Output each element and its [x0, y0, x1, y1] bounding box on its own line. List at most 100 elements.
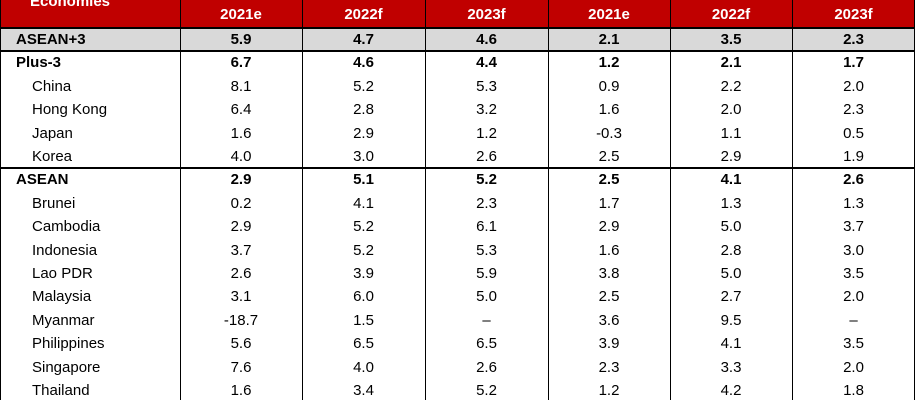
cell: -18.7 — [223, 311, 259, 329]
cell: 4.7 — [353, 31, 374, 48]
cell: 3.1 — [230, 288, 252, 306]
cell: 3.7 — [843, 218, 864, 236]
cell: 5.9 — [476, 265, 497, 282]
cell: 4.1 — [720, 335, 742, 353]
cell: 3.5 — [843, 335, 864, 353]
cell: 2.1 — [598, 31, 620, 48]
cell: 4.1 — [353, 194, 374, 212]
cell: 2.9 — [353, 124, 374, 142]
cell: 5.2 — [476, 382, 497, 399]
cell: 3.9 — [353, 265, 374, 282]
header-cell: 2021e — [588, 6, 630, 23]
cell: 4.0 — [353, 358, 374, 376]
cell: 1.2 — [598, 382, 620, 399]
row-name: Hong Kong — [32, 101, 108, 119]
cell: 5.3 — [476, 241, 497, 259]
cell: 6.5 — [353, 335, 374, 353]
cell: 5.2 — [353, 218, 374, 236]
cell: 3.0 — [843, 241, 864, 259]
cell: 2.5 — [598, 288, 620, 306]
row-name: Plus-3 — [16, 54, 62, 72]
cell: 3.3 — [720, 358, 742, 376]
cell: 7.6 — [230, 358, 252, 376]
row-border — [0, 27, 915, 29]
row-name: Thailand — [32, 382, 90, 399]
col-border — [425, 0, 426, 400]
cell: 2.9 — [598, 218, 620, 236]
row-name: Singapore — [32, 358, 101, 376]
cell: 2.5 — [598, 148, 620, 165]
cell: 6.1 — [476, 218, 497, 236]
cell: 2.7 — [720, 288, 742, 306]
row-name: Philippines — [32, 335, 105, 353]
cell: 1.6 — [230, 382, 252, 399]
cell: 2.6 — [476, 358, 497, 376]
cell: 5.2 — [353, 241, 374, 259]
row-name: ASEAN+3 — [16, 31, 86, 48]
cell: 5.0 — [720, 265, 742, 282]
header-bg — [0, 0, 915, 28]
header-cell: 2023f — [467, 6, 506, 23]
cell: 1.5 — [353, 311, 374, 329]
cell: 2.8 — [720, 241, 742, 259]
col-border — [180, 0, 181, 400]
cell: 2.0 — [843, 77, 864, 95]
cell: 2.0 — [720, 101, 742, 119]
row-name: Brunei — [32, 194, 76, 212]
cell: 5.1 — [353, 171, 374, 189]
row-name: Lao PDR — [32, 265, 93, 282]
cell: 6.7 — [230, 54, 252, 72]
cell: 5.0 — [720, 218, 742, 236]
cell: 1.6 — [598, 101, 620, 119]
cell: 3.0 — [353, 148, 374, 165]
col-border — [0, 0, 1, 400]
cell: 2.2 — [720, 77, 742, 95]
col-border — [548, 0, 549, 400]
row-name: Korea — [32, 148, 73, 165]
cell: 2.9 — [720, 148, 742, 165]
cell: 6.4 — [230, 101, 252, 119]
cell: 3.6 — [598, 311, 620, 329]
cell: 1.3 — [720, 194, 742, 212]
cell: 2.0 — [843, 358, 864, 376]
cell: 5.3 — [476, 77, 497, 95]
cell: – — [849, 311, 858, 329]
row-name: Myanmar — [32, 311, 95, 329]
cell: 2.6 — [843, 171, 864, 189]
cell: 1.7 — [598, 194, 620, 212]
cell: 6.5 — [476, 335, 497, 353]
row-border — [0, 167, 915, 170]
cell: 3.8 — [598, 265, 620, 282]
cell: 1.6 — [598, 241, 620, 259]
cell: 1.8 — [843, 382, 864, 399]
cell: 4.1 — [720, 171, 742, 189]
cell: 2.9 — [230, 171, 252, 189]
cell: 2.5 — [598, 171, 620, 189]
cell: 3.5 — [843, 265, 864, 282]
cell: 4.4 — [476, 54, 497, 72]
cell: 3.7 — [230, 241, 252, 259]
cell: 8.1 — [230, 77, 252, 95]
cell: – — [482, 311, 491, 329]
col-border — [792, 0, 793, 400]
cell: 2.3 — [843, 101, 864, 119]
cell: 5.2 — [476, 171, 497, 189]
cell: 0.5 — [843, 124, 864, 142]
cell: 4.0 — [230, 148, 252, 165]
header-cell: 2022f — [344, 6, 383, 23]
cell: 5.9 — [230, 31, 252, 48]
cell: 1.7 — [843, 54, 864, 72]
cell: 9.5 — [720, 311, 742, 329]
cell: 1.2 — [598, 54, 620, 72]
row-name: Malaysia — [32, 288, 92, 306]
cell: 2.3 — [476, 194, 497, 212]
cell: 1.3 — [843, 194, 864, 212]
cell: 1.2 — [476, 124, 497, 142]
cell: 1.6 — [230, 124, 252, 142]
cell: 2.6 — [476, 148, 497, 165]
cell: 1.9 — [843, 148, 864, 165]
cell: 6.0 — [353, 288, 374, 306]
cell: 4.2 — [720, 382, 742, 399]
cell: 2.3 — [598, 358, 620, 376]
